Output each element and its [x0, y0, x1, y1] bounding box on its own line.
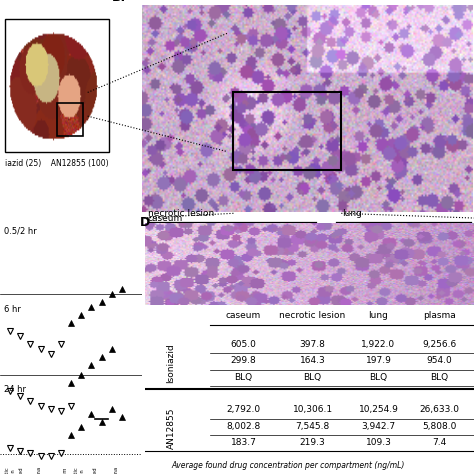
Text: Necrotic
Lesion: Necrotic Lesion [74, 466, 85, 474]
Text: BLQ: BLQ [303, 373, 322, 382]
Text: 5,808.0: 5,808.0 [422, 422, 456, 431]
Text: 1,922.0: 1,922.0 [361, 340, 395, 349]
Text: lung: lung [342, 209, 362, 218]
Text: BLQ: BLQ [369, 373, 388, 382]
Text: 9,256.6: 9,256.6 [422, 340, 456, 349]
Text: 397.8: 397.8 [300, 340, 326, 349]
Text: 2,792.0: 2,792.0 [227, 405, 260, 414]
Text: Plasma: Plasma [113, 466, 118, 474]
Bar [5, 19, 109, 152]
Text: 3,942.7: 3,942.7 [361, 422, 395, 431]
Text: Isoniazid: Isoniazid [166, 343, 175, 383]
Text: 299.8: 299.8 [230, 356, 256, 365]
Text: 197.9: 197.9 [365, 356, 392, 365]
Text: BLQ: BLQ [234, 373, 253, 382]
Text: Caseum: Caseum [63, 466, 67, 474]
Bar [57, 103, 83, 136]
Text: Uninvolved
Lung: Uninvolved Lung [92, 466, 103, 474]
Text: lung: lung [368, 310, 388, 319]
Text: BLQ: BLQ [430, 373, 448, 382]
Text: iazid (25)    AN12855 (100): iazid (25) AN12855 (100) [5, 159, 109, 168]
Text: Necrotic
Lesion: Necrotic Lesion [5, 466, 16, 474]
Text: plasma: plasma [423, 310, 456, 319]
Text: caseum: caseum [226, 310, 261, 319]
Text: 109.3: 109.3 [365, 438, 392, 447]
Text: 954.0: 954.0 [427, 356, 452, 365]
Text: Average found drug concentration per compartment (ng/mL): Average found drug concentration per com… [171, 461, 404, 470]
Text: 6 hr: 6 hr [4, 304, 21, 313]
Text: 164.3: 164.3 [300, 356, 326, 365]
Text: 7,545.8: 7,545.8 [295, 422, 330, 431]
Text: 10,306.1: 10,306.1 [292, 405, 333, 414]
Text: necrotic lesion: necrotic lesion [148, 209, 214, 218]
Text: 26,633.0: 26,633.0 [419, 405, 459, 414]
Text: 24 hr: 24 hr [4, 385, 26, 394]
Text: 8,002.8: 8,002.8 [226, 422, 261, 431]
Text: Plasma: Plasma [36, 466, 41, 474]
Text: necrotic lesion: necrotic lesion [280, 310, 346, 319]
Text: 7.4: 7.4 [432, 438, 447, 447]
Text: 219.3: 219.3 [300, 438, 326, 447]
Text: Uninvolved
Lung: Uninvolved Lung [19, 466, 30, 474]
Text: 0.5/2 hr: 0.5/2 hr [4, 226, 37, 235]
Text: 10,254.9: 10,254.9 [358, 405, 399, 414]
Text: caseum: caseum [148, 214, 183, 223]
Bar [233, 91, 341, 170]
Text: 605.0: 605.0 [230, 340, 256, 349]
Text: 183.7: 183.7 [230, 438, 256, 447]
Text: B.: B. [112, 0, 127, 4]
Text: D: D [140, 216, 150, 228]
Text: AN12855: AN12855 [166, 408, 175, 449]
